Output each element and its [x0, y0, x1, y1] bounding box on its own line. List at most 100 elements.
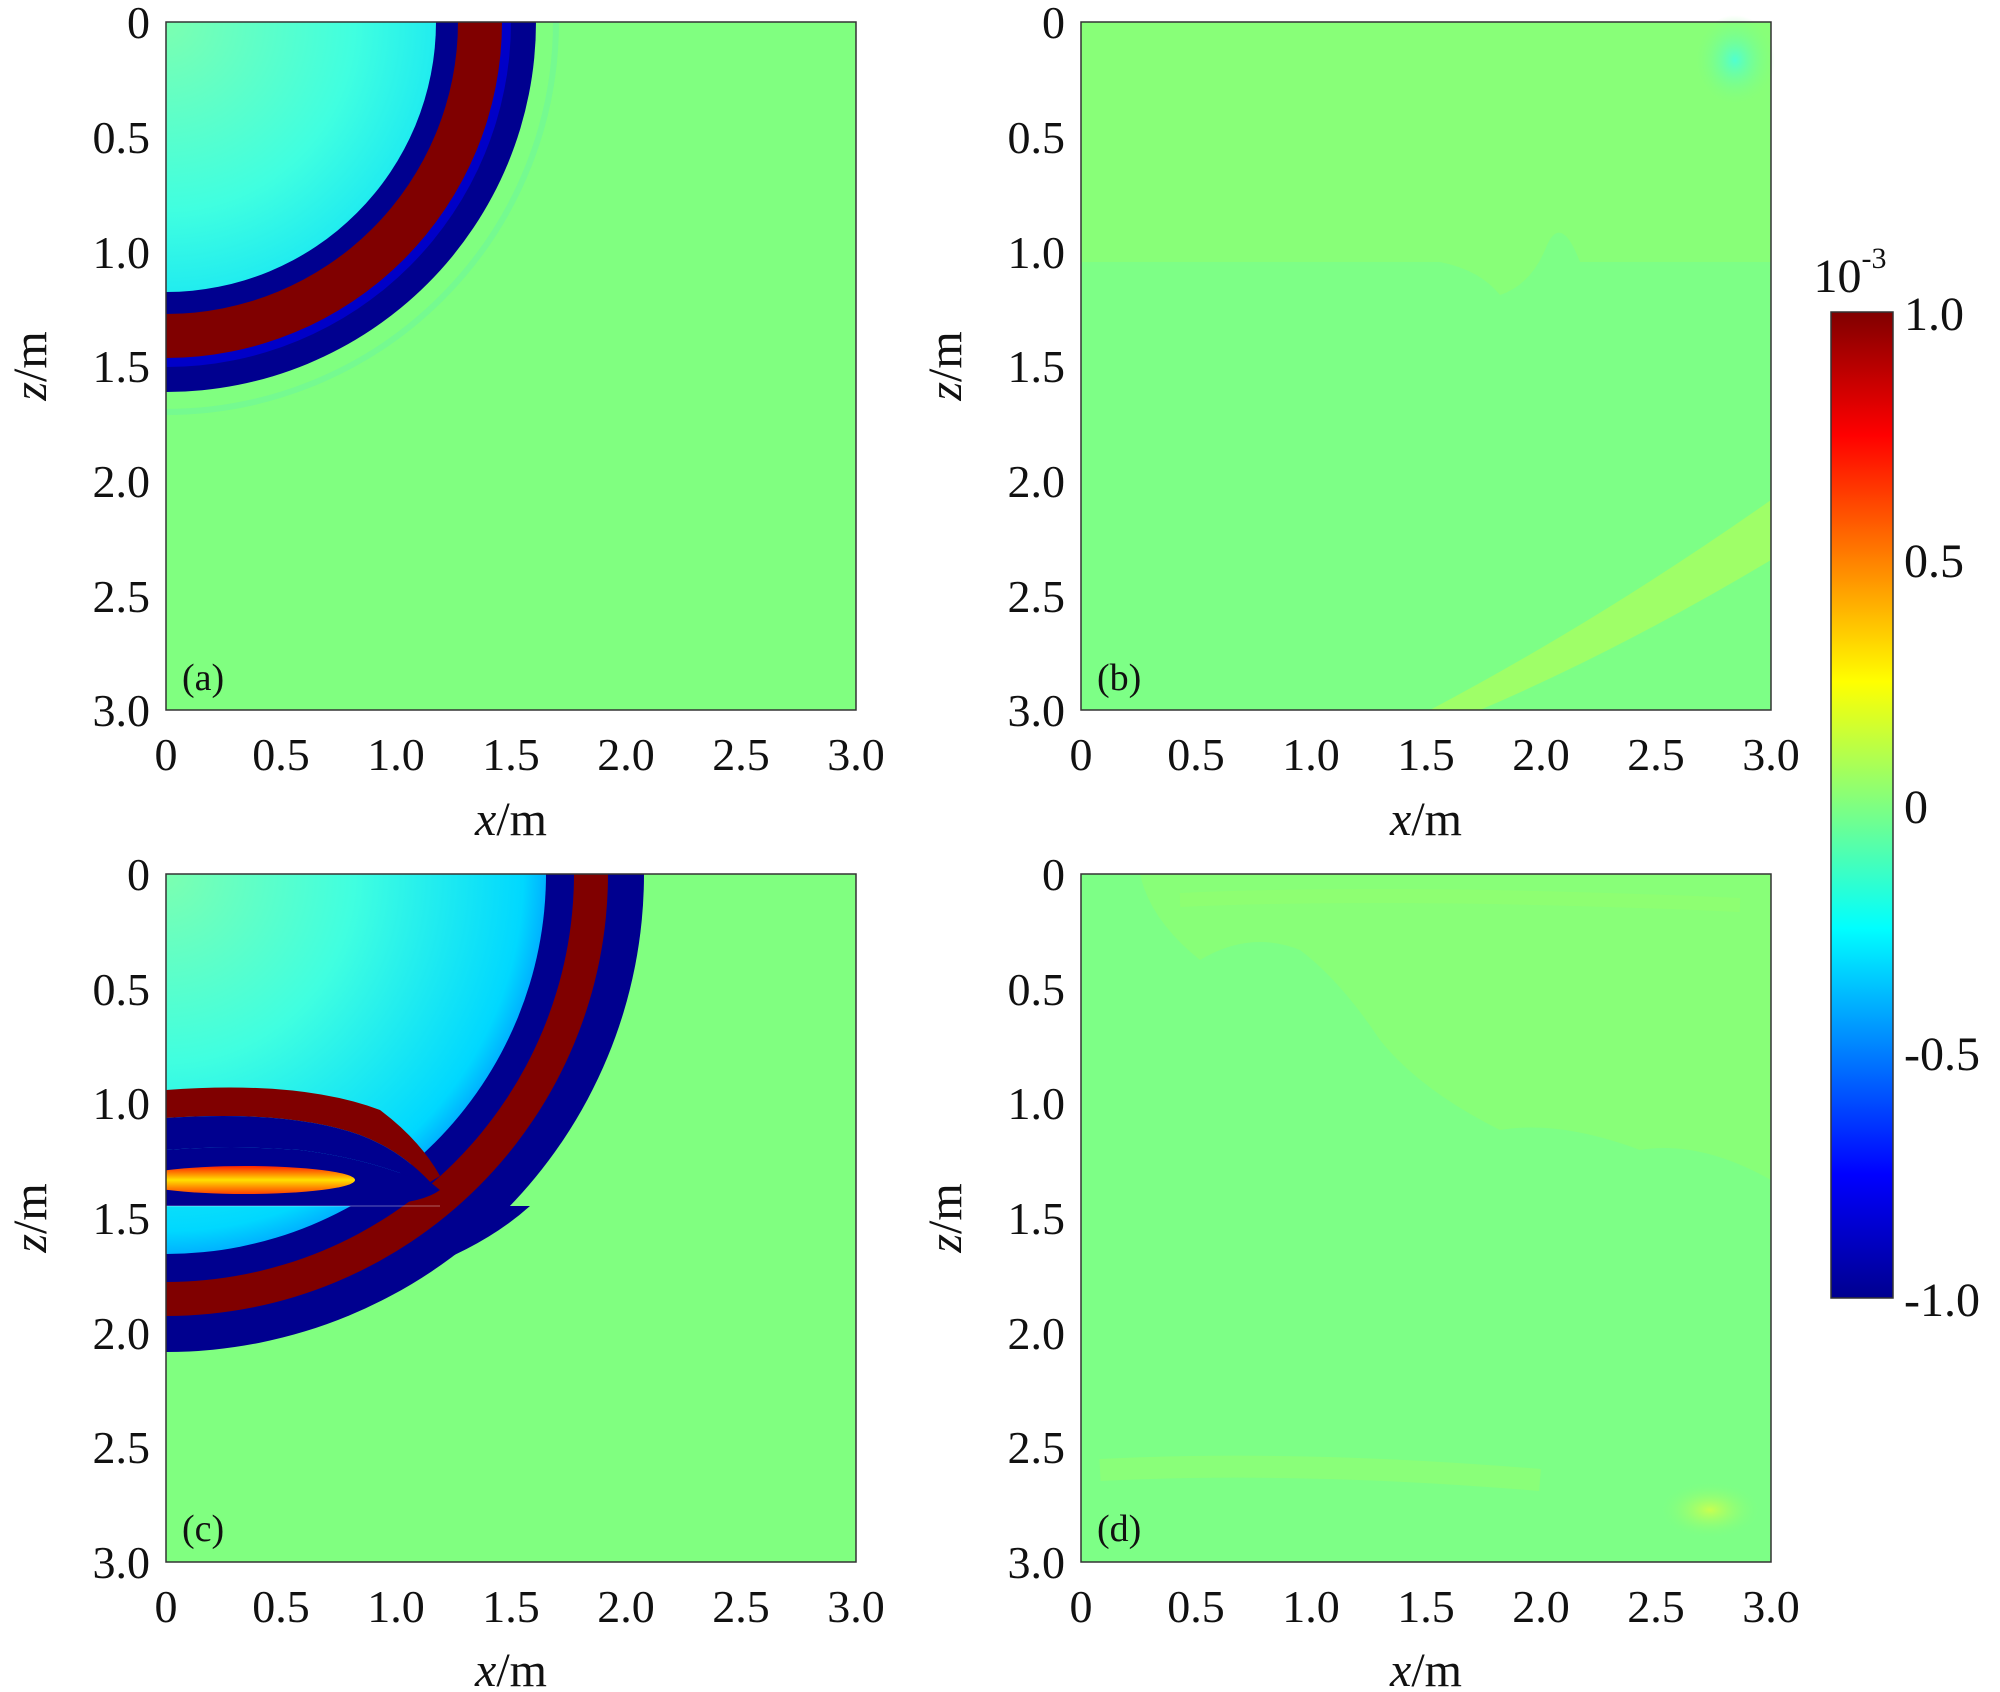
y-tick-label: 2.0: [93, 1308, 151, 1359]
colorbar-tick-label: 0: [1904, 781, 1928, 834]
panel-d: (d) 0 0.5 1.0 1.5 2.0 2.5 3.0 0 0.5 1.0 …: [919, 849, 1800, 1692]
y-tick-label: 2.0: [1008, 1308, 1066, 1359]
positive-spot: [1660, 1482, 1760, 1538]
x-tick-label: 2.0: [597, 729, 655, 780]
x-tick-label: 1.5: [482, 1581, 540, 1632]
colorbar-tick-label: -0.5: [1904, 1028, 1980, 1081]
yellow-lens: [166, 1166, 355, 1194]
y-tick-label: 0: [1042, 0, 1065, 48]
x-tick-label: 1.0: [367, 729, 425, 780]
x-tick-label: 1.0: [1282, 1581, 1340, 1632]
plot-frame: [165, 21, 857, 711]
top-streak: [1179, 889, 1741, 912]
x-tick-labels: 0 0.5 1.0 1.5 2.0 2.5 3.0: [155, 1581, 885, 1632]
y-tick-labels: 0 0.5 1.0 1.5 2.0 2.5 3.0: [93, 849, 151, 1588]
heatmap-d: [1081, 874, 1771, 1562]
colorbar-scale: [1830, 311, 1894, 1299]
x-tick-label: 0.5: [252, 1581, 310, 1632]
x-tick-label: 3.0: [1742, 729, 1800, 780]
y-tick-label: 0.5: [1008, 112, 1066, 163]
y-tick-label: 2.5: [1008, 571, 1066, 622]
x-tick-label: 0: [1070, 1581, 1093, 1632]
x-tick-label: 2.0: [597, 1581, 655, 1632]
panel-b: (b) 0 0.5 1.0 1.5 2.0 2.5 3.0 0 0.5 1.0 …: [919, 0, 1800, 846]
x-tick-label: 0.5: [1167, 1581, 1225, 1632]
x-tick-label: 3.0: [827, 729, 885, 780]
colorbar: 10-3 1.0 0.5 0 -0.5 -1.0: [1814, 242, 1980, 1327]
colorbar-tick-label: 1.0: [1904, 288, 1964, 341]
y-tick-label: 3.0: [1008, 685, 1066, 736]
x-tick-label: 2.5: [1627, 729, 1685, 780]
y-tick-label: 2.0: [93, 456, 151, 507]
heatmap-b: [1081, 15, 1775, 710]
y-tick-labels: 0 0.5 1.0 1.5 2.0 2.5 3.0: [1008, 849, 1066, 1588]
negative-spot: [1695, 15, 1775, 105]
x-tick-label: 2.0: [1512, 1581, 1570, 1632]
x-tick-label: 0: [155, 729, 178, 780]
reflected-negative-band: [166, 1116, 440, 1190]
colorbar-tick-label: 0.5: [1904, 535, 1964, 588]
colorbar-tick-label: -1.0: [1904, 1274, 1980, 1327]
y-axis-label: z/m: [4, 331, 57, 401]
x-tick-label: 1.0: [1282, 729, 1340, 780]
y-tick-labels: 0 0.5 1.0 1.5 2.0 2.5 3.0: [1008, 0, 1066, 736]
panel-a: (a) 0 0.5 1.0 1.5 2.0 2.5 3.0 0 0.5 1.0 …: [4, 0, 885, 846]
panel-label: (a): [182, 657, 224, 699]
x-tick-label: 2.5: [712, 729, 770, 780]
y-tick-label: 1.5: [93, 341, 151, 392]
x-tick-label: 1.5: [482, 729, 540, 780]
y-tick-label: 1.0: [1008, 1078, 1066, 1129]
x-tick-label: 2.5: [712, 1581, 770, 1632]
y-tick-label: 0.5: [93, 112, 151, 163]
y-tick-label: 2.5: [93, 571, 151, 622]
y-tick-label: 2.5: [1008, 1422, 1066, 1473]
y-tick-label: 0.5: [93, 964, 151, 1015]
lower-streak: [1099, 1455, 1541, 1491]
x-tick-label: 0: [155, 1581, 178, 1632]
y-tick-label: 3.0: [93, 685, 151, 736]
y-tick-label: 1.0: [93, 227, 151, 278]
x-axis-label: x/m: [474, 1644, 547, 1692]
x-tick-label: 3.0: [827, 1581, 885, 1632]
x-tick-label: 1.5: [1397, 729, 1455, 780]
x-tick-label: 2.0: [1512, 729, 1570, 780]
y-tick-labels: 0 0.5 1.0 1.5 2.0 2.5 3.0: [93, 0, 151, 736]
x-tick-label: 1.5: [1397, 1581, 1455, 1632]
y-tick-label: 3.0: [1008, 1537, 1066, 1588]
y-tick-label: 2.0: [1008, 456, 1066, 507]
y-tick-label: 0: [127, 849, 150, 900]
x-tick-label: 0: [1070, 729, 1093, 780]
panel-label: (c): [182, 1508, 224, 1550]
y-tick-label: 0.5: [1008, 964, 1066, 1015]
inner-low-disc: [166, 22, 436, 292]
y-tick-label: 1.5: [1008, 1193, 1066, 1244]
y-axis-label: z/m: [919, 331, 972, 401]
x-tick-labels: 0 0.5 1.0 1.5 2.0 2.5 3.0: [1070, 729, 1800, 780]
x-tick-labels: 0 0.5 1.0 1.5 2.0 2.5 3.0: [155, 729, 885, 780]
x-axis-label: x/m: [1389, 793, 1462, 846]
x-axis-label: x/m: [1389, 1644, 1462, 1692]
x-axis-label: x/m: [474, 793, 547, 846]
x-tick-labels: 0 0.5 1.0 1.5 2.0 2.5 3.0: [1070, 1581, 1800, 1632]
y-axis-label: z/m: [4, 1183, 57, 1253]
colorbar-exponent: 10-3: [1814, 242, 1887, 303]
y-tick-label: 1.5: [1008, 341, 1066, 392]
plot-frame: [1080, 21, 1772, 711]
heatmap-a: [166, 22, 856, 710]
panel-label: (b): [1097, 657, 1141, 699]
y-tick-label: 1.5: [93, 1193, 151, 1244]
heatmap-c: [166, 874, 856, 1562]
y-axis-label: z/m: [919, 1183, 972, 1253]
plot-frame: [165, 873, 857, 1563]
y-tick-label: 3.0: [93, 1537, 151, 1588]
x-tick-label: 0.5: [252, 729, 310, 780]
y-tick-label: 1.0: [1008, 227, 1066, 278]
y-tick-label: 1.0: [93, 1078, 151, 1129]
y-tick-label: 2.5: [93, 1422, 151, 1473]
x-tick-label: 3.0: [1742, 1581, 1800, 1632]
y-tick-label: 0: [1042, 849, 1065, 900]
reflected-positive-band: [166, 1087, 440, 1182]
upper-positive-region: [1140, 874, 1771, 1180]
x-tick-label: 2.5: [1627, 1581, 1685, 1632]
